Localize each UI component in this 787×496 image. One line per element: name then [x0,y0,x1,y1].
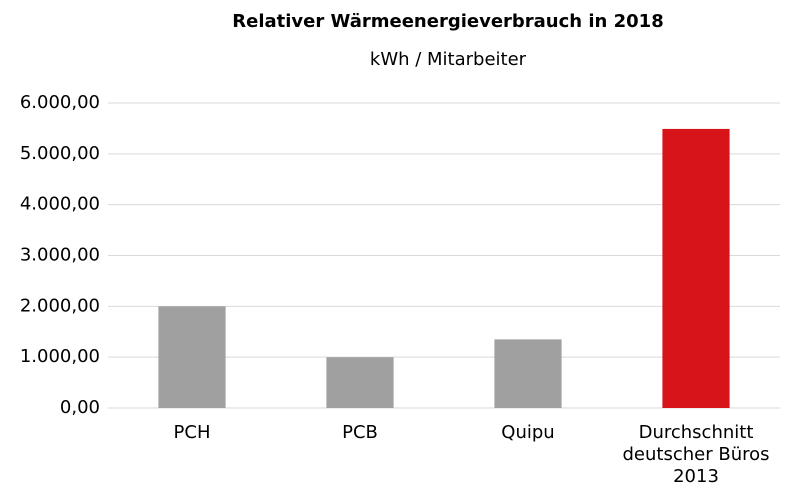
x-tick-label: Quipu [501,422,555,443]
y-tick-label: 1.000,00 [20,346,100,367]
chart-title: Relativer Wärmeenergieverbrauch in 2018 [232,11,663,32]
x-tick-label: Durchschnitt deutscher Büros 2013 [622,422,770,487]
y-tick-label: 4.000,00 [20,194,100,215]
x-tick-label: PCB [342,422,378,443]
y-tick-label: 3.000,00 [20,245,100,266]
x-tick-label: PCH [173,422,211,443]
bar [662,128,730,409]
y-tick-label: 6.000,00 [20,92,100,113]
y-tick-label: 2.000,00 [20,295,100,316]
chart-subtitle: kWh / Mitarbeiter [370,49,527,70]
bar [158,306,226,408]
y-tick-label: 5.000,00 [20,143,100,164]
y-tick-label: 0,00 [60,397,100,418]
bar [494,339,562,408]
bar [326,357,394,408]
